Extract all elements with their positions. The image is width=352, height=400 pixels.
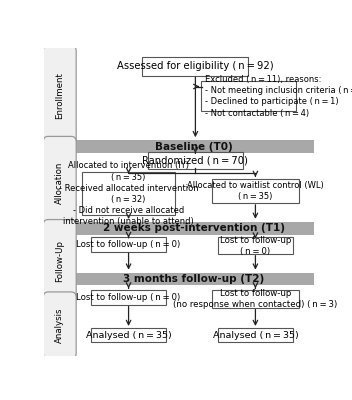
Text: Assessed for eligibility ( n = 92): Assessed for eligibility ( n = 92) <box>117 62 274 72</box>
FancyBboxPatch shape <box>74 222 314 235</box>
FancyBboxPatch shape <box>43 292 76 358</box>
FancyBboxPatch shape <box>91 290 166 305</box>
FancyBboxPatch shape <box>91 328 166 342</box>
Text: Excluded ( n = 11), reasons:
- Not meeting inclusion criteria ( n = 6)
- Decline: Excluded ( n = 11), reasons: - Not meeti… <box>206 75 352 118</box>
Text: Analysed ( n = 35): Analysed ( n = 35) <box>213 330 298 340</box>
Text: Allocated to intervention (IY)
( n = 35)
- Received allocated intervention
( n =: Allocated to intervention (IY) ( n = 35)… <box>59 162 199 226</box>
FancyBboxPatch shape <box>43 46 76 146</box>
FancyBboxPatch shape <box>74 272 314 286</box>
FancyBboxPatch shape <box>201 81 296 112</box>
FancyBboxPatch shape <box>212 178 299 203</box>
FancyBboxPatch shape <box>212 290 299 308</box>
FancyBboxPatch shape <box>143 57 248 76</box>
Text: Lost to follow-up ( n = 0): Lost to follow-up ( n = 0) <box>76 240 181 249</box>
FancyBboxPatch shape <box>82 172 175 215</box>
Text: Enrollment: Enrollment <box>55 72 64 119</box>
FancyBboxPatch shape <box>91 237 166 252</box>
Text: Allocated to waitlist control (WL)
( n = 35): Allocated to waitlist control (WL) ( n =… <box>187 181 324 201</box>
Text: Lost to follow-up
(no response when contacted) ( n = 3): Lost to follow-up (no response when cont… <box>173 289 338 309</box>
FancyBboxPatch shape <box>218 238 293 254</box>
FancyBboxPatch shape <box>148 152 243 169</box>
Text: Randomized ( n = 70): Randomized ( n = 70) <box>143 156 249 166</box>
Text: Follow-Up: Follow-Up <box>55 240 64 282</box>
Text: Analysed ( n = 35): Analysed ( n = 35) <box>86 330 171 340</box>
FancyBboxPatch shape <box>43 136 76 229</box>
Text: Allocation: Allocation <box>55 162 64 204</box>
Text: 2 weeks post-intervention (T1): 2 weeks post-intervention (T1) <box>103 223 285 233</box>
Text: Lost to follow-up ( n = 0): Lost to follow-up ( n = 0) <box>76 293 181 302</box>
Text: 3 months follow-up (T2): 3 months follow-up (T2) <box>124 274 265 284</box>
FancyBboxPatch shape <box>43 220 76 302</box>
FancyBboxPatch shape <box>74 140 314 153</box>
Text: Baseline (T0): Baseline (T0) <box>155 142 233 152</box>
Text: Lost to follow-up
( n = 0): Lost to follow-up ( n = 0) <box>220 236 291 256</box>
FancyBboxPatch shape <box>218 328 293 342</box>
Text: Analysis: Analysis <box>55 308 64 343</box>
